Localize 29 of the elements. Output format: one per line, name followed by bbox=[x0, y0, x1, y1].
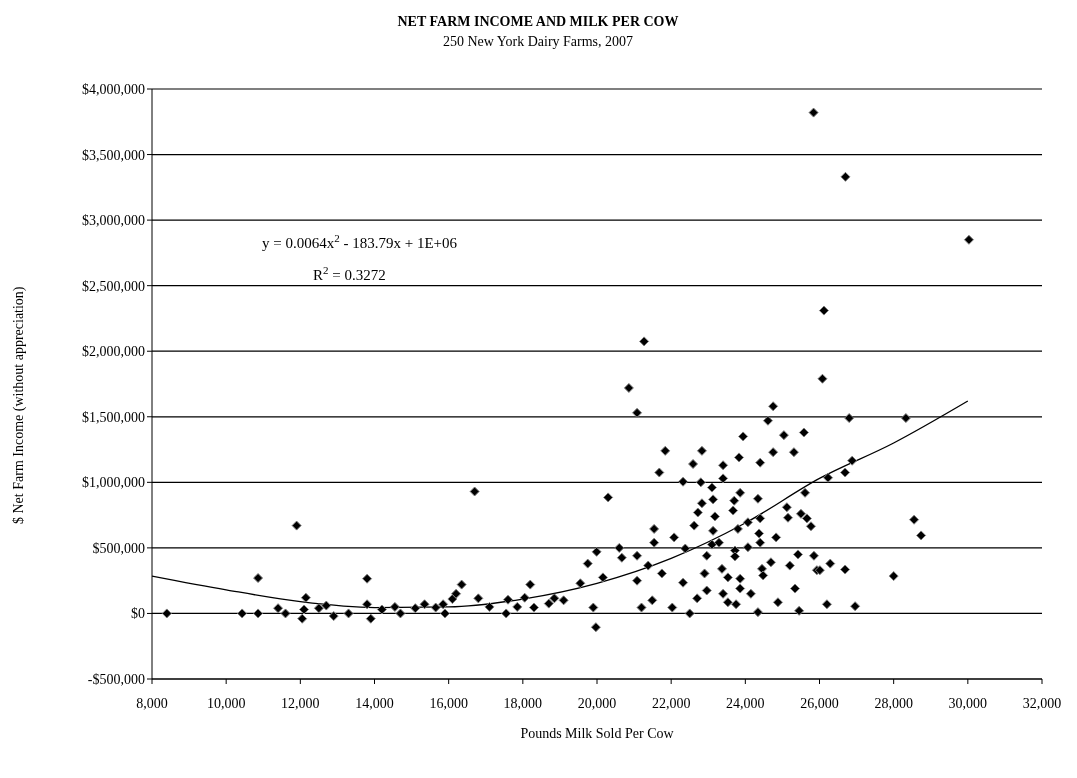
chart-subtitle: 250 New York Dairy Farms, 2007 bbox=[441, 34, 635, 50]
y-tick-label: $3,000,000 bbox=[82, 213, 145, 229]
y-tick-label: $2,000,000 bbox=[82, 344, 145, 360]
annotation: R$^{2}$ = 0.3272 bbox=[313, 264, 386, 283]
y-tick-label: $2,500,000 bbox=[82, 278, 145, 294]
x-tick-label: 24,000 bbox=[726, 695, 765, 711]
chart-title: NET FARM INCOME AND MILK PER COW bbox=[396, 14, 680, 30]
x-tick-label: 8,000 bbox=[136, 695, 168, 711]
x-tick-label: 22,000 bbox=[651, 695, 691, 711]
annotation: y = 0.0064x$^{2}$ - 183.79x + 1E+06 bbox=[262, 232, 458, 251]
x-tick-label: 20,000 bbox=[577, 695, 617, 711]
x-tick-label: 12,000 bbox=[281, 695, 320, 711]
y-tick-label: $1,500,000 bbox=[82, 409, 145, 425]
x-tick-label: 10,000 bbox=[206, 695, 246, 711]
y-tick-label: $4,000,000 bbox=[82, 81, 145, 97]
x-tick-label: 18,000 bbox=[503, 695, 543, 711]
y-tick-label: $500,000 bbox=[92, 540, 145, 556]
y-tick-label: -$500,000 bbox=[87, 671, 145, 687]
y-tick-label: $3,500,000 bbox=[82, 147, 145, 163]
y-tick-label: $1,000,000 bbox=[82, 475, 145, 491]
y-axis-title: $ Net Farm Income (without appreciation) bbox=[10, 286, 27, 524]
x-tick-label: 32,000 bbox=[1022, 695, 1062, 711]
x-tick-label: 14,000 bbox=[355, 695, 394, 711]
x-tick-label: 28,000 bbox=[874, 695, 913, 711]
x-tick-label: 30,000 bbox=[948, 695, 988, 711]
x-tick-label: 26,000 bbox=[800, 695, 839, 711]
y-tick-label: $0 bbox=[131, 606, 145, 622]
x-tick-label: 16,000 bbox=[429, 695, 468, 711]
x-axis-title: Pounds Milk Sold Per Cow bbox=[520, 726, 675, 741]
